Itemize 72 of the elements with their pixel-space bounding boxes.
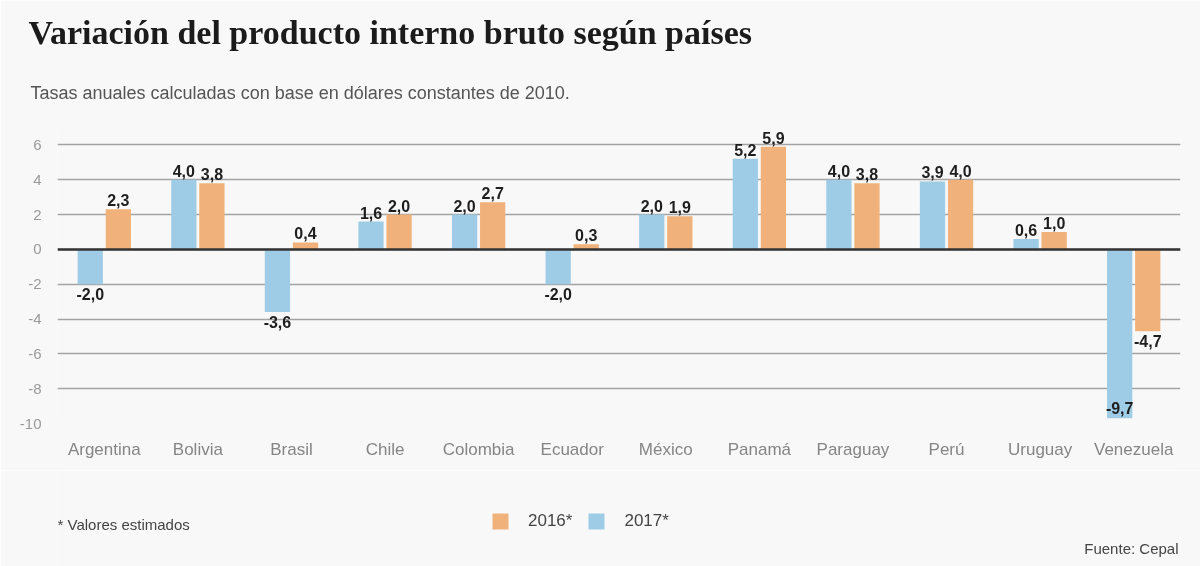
bar bbox=[639, 214, 665, 250]
y-tick-label: 4 bbox=[33, 170, 42, 188]
y-tick-label: -8 bbox=[28, 379, 42, 397]
bar bbox=[1135, 249, 1161, 332]
data-label: 4,0 bbox=[827, 162, 851, 180]
x-tick-label: Ecuador bbox=[540, 439, 605, 459]
x-tick-label: Colombia bbox=[442, 439, 516, 459]
y-tick-label: 6 bbox=[33, 135, 42, 153]
data-label: 2,0 bbox=[387, 197, 411, 215]
legend-label: 2016* bbox=[528, 511, 573, 531]
x-tick-label: Bolivia bbox=[172, 439, 224, 459]
bar bbox=[105, 209, 131, 250]
source-note: Fuente: Cepal bbox=[1084, 540, 1179, 557]
bar bbox=[386, 214, 412, 250]
bar bbox=[358, 221, 384, 250]
data-label: 4,0 bbox=[949, 162, 972, 180]
y-tick-label: 2 bbox=[33, 205, 42, 223]
bar bbox=[826, 179, 852, 250]
bar bbox=[264, 249, 291, 313]
x-tick-label: México bbox=[638, 439, 693, 459]
bar bbox=[1107, 249, 1133, 419]
bar bbox=[919, 181, 946, 250]
data-label: -2,0 bbox=[76, 286, 105, 304]
bar bbox=[947, 179, 974, 250]
data-label: 3,8 bbox=[855, 166, 879, 184]
data-label: 2,7 bbox=[481, 185, 504, 203]
bar bbox=[667, 216, 693, 250]
data-label: 2,0 bbox=[640, 197, 663, 215]
data-label: 2,0 bbox=[453, 197, 476, 215]
bar bbox=[854, 183, 880, 250]
x-tick-label: Venezuela bbox=[1094, 439, 1174, 459]
bar bbox=[545, 249, 571, 285]
bar bbox=[480, 202, 506, 250]
bar bbox=[199, 183, 225, 250]
data-label: 1,0 bbox=[1043, 214, 1066, 232]
x-tick-label: Paraguay bbox=[816, 439, 890, 459]
bar bbox=[171, 179, 197, 250]
bar bbox=[1041, 231, 1067, 250]
data-label: -9,7 bbox=[1105, 400, 1134, 418]
legend-label: 2017* bbox=[624, 511, 669, 531]
x-tick-label: Uruguay bbox=[1008, 439, 1073, 459]
chart-title: Variación del producto interno bruto según países bbox=[28, 14, 753, 51]
data-label: -3,6 bbox=[263, 314, 292, 332]
y-tick-label: 0 bbox=[33, 240, 42, 258]
y-tick-label: -10 bbox=[19, 414, 42, 432]
y-tick-label: -4 bbox=[28, 310, 42, 328]
data-label: 1,9 bbox=[668, 199, 692, 217]
bar bbox=[451, 214, 478, 250]
data-label: 5,9 bbox=[762, 129, 785, 147]
data-label: 5,2 bbox=[734, 141, 757, 159]
y-tick-label: -2 bbox=[28, 275, 42, 293]
bar bbox=[732, 158, 758, 250]
y-tick-label: -6 bbox=[28, 344, 42, 362]
data-label: 4,0 bbox=[172, 162, 196, 180]
x-tick-label: Panamá bbox=[727, 439, 792, 459]
data-label: 2,3 bbox=[107, 192, 130, 210]
data-label: 0,6 bbox=[1014, 221, 1038, 239]
data-label: -4,7 bbox=[1133, 333, 1162, 351]
bar bbox=[760, 146, 787, 250]
data-label: 0,3 bbox=[575, 227, 598, 245]
x-tick-label: Argentina bbox=[67, 439, 142, 459]
x-tick-label: Chile bbox=[365, 439, 405, 459]
data-label: 0,4 bbox=[294, 225, 317, 243]
chart-subtitle: Tasas anuales calculadas con base en dólares constantes de 2010. bbox=[30, 82, 570, 103]
text: * Valores estimados bbox=[57, 516, 190, 533]
data-label: 3,8 bbox=[200, 166, 224, 184]
data-label: 3,9 bbox=[921, 164, 944, 182]
x-tick-label: Brasil bbox=[270, 439, 313, 459]
x-tick-label: Perú bbox=[928, 439, 965, 459]
data-label: -2,0 bbox=[544, 286, 573, 304]
data-label: 1,6 bbox=[359, 204, 383, 222]
bar bbox=[77, 249, 103, 285]
